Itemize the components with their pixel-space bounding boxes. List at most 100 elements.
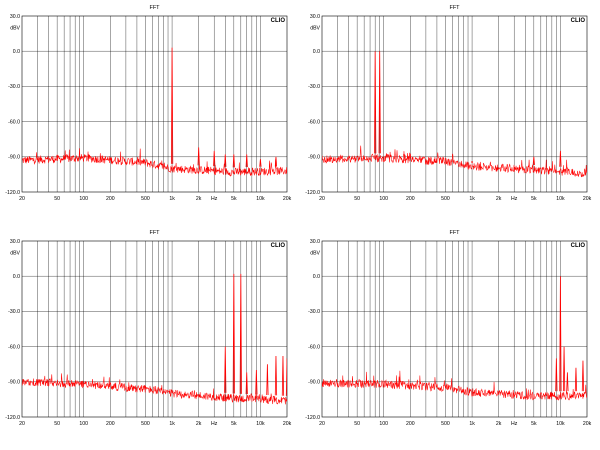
spectrum-trace (22, 373, 287, 405)
x-tick-label: 20 (319, 421, 325, 427)
spectral-peak (224, 346, 227, 393)
y-axis-unit-label: dBV (10, 26, 20, 32)
spectral-peak (239, 273, 242, 394)
spectral-peak (224, 154, 227, 167)
spectrum-trace (22, 148, 287, 177)
spectral-peak (255, 370, 258, 395)
y-tick-label: -30.0 (308, 84, 320, 90)
spectral-peak (471, 161, 474, 164)
x-tick-label: 2k (496, 421, 502, 427)
y-tick-label: -30.0 (8, 309, 20, 315)
x-tick-label: 200 (106, 196, 115, 202)
y-tick-label: 0.0 (13, 49, 20, 55)
clio-brand-label: CLIO (571, 18, 586, 24)
x-tick-label: 1k (469, 421, 475, 427)
y-tick-label: 30.0 (10, 239, 20, 245)
plot-area (321, 240, 588, 418)
x-tick-label: 20 (319, 196, 325, 202)
y-tick-label: -60.0 (308, 119, 320, 125)
x-tick-label: 500 (441, 196, 450, 202)
spectral-peak (197, 147, 200, 166)
x-tick-label: 1k (169, 196, 175, 202)
spectral-peak (285, 358, 287, 396)
spectral-peak (274, 156, 278, 167)
x-tick-label: Hz (511, 421, 518, 427)
x-tick-label: 2k (196, 421, 202, 427)
spectral-peak (245, 372, 248, 395)
x-tick-label: 20k (583, 196, 592, 202)
x-tick-label: Hz (511, 196, 518, 202)
y-tick-label: -120.0 (5, 415, 20, 421)
x-tick-label: 200 (406, 196, 415, 202)
x-tick-label: 20 (19, 196, 25, 202)
clio-brand-label: CLIO (271, 243, 286, 249)
y-tick-label: -60.0 (8, 119, 20, 125)
spectral-peak (274, 355, 278, 396)
y-tick-label: -120.0 (5, 190, 20, 196)
plot-area (21, 240, 288, 418)
x-tick-label: 1k (469, 196, 475, 202)
spectral-peak (374, 51, 377, 154)
spectral-peak (559, 276, 562, 392)
spectral-peak (555, 358, 558, 392)
x-tick-label: 200 (106, 421, 115, 427)
spectral-peak (232, 154, 235, 168)
x-tick-label: 100 (79, 196, 88, 202)
x-tick-label: 50 (354, 196, 360, 202)
x-tick-label: 10k (556, 196, 565, 202)
x-tick-label: 50 (354, 421, 360, 427)
x-tick-label: 100 (379, 421, 388, 427)
y-axis-unit-label: dBV (310, 251, 320, 257)
x-tick-label: 500 (141, 421, 150, 427)
x-tick-label: 20k (283, 196, 292, 202)
x-tick-label: 100 (79, 421, 88, 427)
fft-chart-svg: 30.0 0.0 -30.0 -60.0 -90.0 -120.0 dBV 20 50 100 20… (5, 5, 292, 202)
spectral-peak (170, 47, 174, 164)
y-tick-label: -120.0 (305, 190, 320, 196)
clio-brand-label: CLIO (271, 18, 286, 24)
x-tick-label: 10k (256, 421, 265, 427)
x-tick-label: 50 (54, 196, 60, 202)
x-tick-label: Hz (211, 196, 218, 202)
spectral-peak (562, 346, 566, 392)
y-tick-label: 30.0 (310, 14, 320, 20)
x-tick-label: 50 (54, 421, 60, 427)
chart-title: FFT (449, 5, 460, 11)
fft-chart-svg: 30.0 0.0 -30.0 -60.0 -90.0 -120.0 dBV 20 50 100 20… (305, 5, 592, 202)
spectral-peak (281, 355, 285, 396)
y-axis-unit-label: dBV (310, 26, 320, 32)
x-tick-label: 10k (556, 421, 565, 427)
y-tick-label: -90.0 (308, 155, 320, 161)
x-tick-label: 500 (441, 421, 450, 427)
fft-chart-4: 30.0 0.0 -30.0 -60.0 -90.0 -120.0 dBV 20 50 100 20… (300, 225, 600, 450)
x-tick-label: 2k (196, 196, 202, 202)
chart-title: FFT (149, 230, 160, 236)
spectral-peak (232, 273, 235, 394)
x-tick-label: 2k (496, 196, 502, 202)
spectrum-trace (322, 370, 587, 401)
x-tick-label: 5k (531, 196, 537, 202)
spectral-peak (532, 156, 535, 166)
y-tick-label: -30.0 (308, 309, 320, 315)
x-tick-label: 1k (169, 421, 175, 427)
spectral-peak (581, 360, 585, 392)
fft-chart-svg: 30.0 0.0 -30.0 -60.0 -90.0 -120.0 dBV 20 50 100 20… (5, 230, 291, 427)
x-tick-label: Hz (211, 421, 218, 427)
x-tick-label: 200 (406, 421, 415, 427)
y-tick-label: 0.0 (13, 274, 20, 280)
spectrum-trace (322, 145, 587, 178)
spectral-peak (245, 154, 248, 168)
spectral-peak (403, 154, 406, 159)
y-tick-label: -90.0 (8, 155, 20, 161)
x-tick-label: 5k (231, 421, 237, 427)
y-tick-label: -60.0 (8, 344, 20, 350)
spectral-peak (213, 150, 216, 167)
y-tick-label: 30.0 (10, 14, 20, 20)
y-tick-label: 0.0 (313, 274, 320, 280)
clio-brand-label: CLIO (571, 243, 586, 249)
chart-title: FFT (449, 230, 460, 236)
chart-title: FFT (149, 5, 160, 11)
spectral-peak (266, 364, 269, 396)
y-tick-label: -120.0 (305, 415, 320, 421)
spectral-peak (259, 159, 262, 167)
